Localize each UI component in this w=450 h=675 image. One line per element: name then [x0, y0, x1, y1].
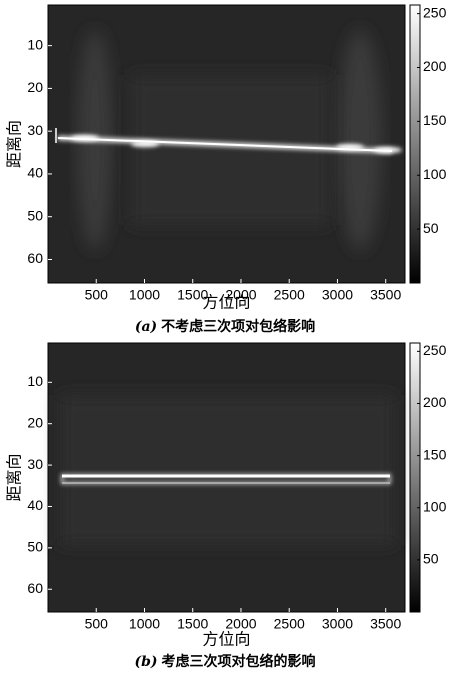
y-tick-label: 50	[27, 539, 43, 555]
bright-spot	[71, 135, 99, 141]
colorbar-tick-label: 200	[423, 58, 447, 74]
colorbar-tick-label: 150	[423, 446, 447, 462]
axes-frame	[47, 4, 406, 284]
x-tick-label: 1000	[129, 616, 160, 632]
y-tick-label: 10	[27, 373, 43, 389]
axes-frame	[47, 342, 406, 613]
y-tick-label: 30	[27, 456, 43, 472]
colorbar-tick-label: 100	[423, 498, 447, 514]
caption-label: (a)	[135, 319, 157, 335]
target-trace	[57, 137, 393, 152]
y-tick-label: 10	[27, 36, 43, 52]
x-axis-label: 方位向	[202, 293, 250, 312]
y-axis-label: 距离向	[5, 120, 24, 168]
caption: (b) 考虑三次项对包络的影响	[134, 653, 315, 670]
colorbar-tick-label: 100	[423, 166, 447, 182]
sidelobe	[60, 395, 395, 545]
y-tick-label: 20	[27, 79, 43, 95]
colorbar-tick-label: 150	[423, 112, 447, 128]
colorbar-tick-label: 250	[423, 342, 447, 358]
x-tick-label: 2500	[274, 287, 305, 303]
x-tick-label: 3500	[370, 616, 401, 632]
caption-label: (b)	[134, 654, 157, 670]
x-tick-label: 500	[85, 616, 109, 632]
bright-spot	[374, 147, 402, 153]
colorbar-tick-label: 200	[423, 394, 447, 410]
x-tick-label: 1500	[177, 287, 208, 303]
colorbar-tick-label: 250	[423, 4, 447, 20]
x-tick-label: 2000	[225, 287, 256, 303]
colorbar-tick-label: 50	[423, 551, 439, 567]
y-tick-label: 30	[27, 122, 43, 138]
bright-spot	[336, 144, 364, 150]
y-tick-label: 40	[27, 165, 43, 181]
caption: (a) 不考虑三次项对包络影响	[135, 318, 315, 335]
y-tick-label: 50	[27, 207, 43, 223]
x-tick-label: 500	[85, 287, 109, 303]
x-tick-label: 2000	[225, 616, 256, 632]
y-tick-label: 40	[27, 497, 43, 513]
sidelobe	[130, 75, 330, 225]
colorbar-tick-label: 50	[423, 220, 439, 236]
y-tick-label: 20	[27, 414, 43, 430]
x-tick-label: 1500	[177, 616, 208, 632]
y-axis-label: 距离向	[5, 453, 24, 501]
x-axis-label: 方位向	[202, 630, 250, 649]
x-tick-label: 3000	[322, 287, 353, 303]
caption-text: 不考虑三次项对包络影响	[161, 318, 315, 335]
y-tick-label: 60	[27, 250, 43, 266]
caption-text: 考虑三次项对包络的影响	[162, 653, 316, 670]
y-tick-label: 60	[27, 580, 43, 596]
sidelobe	[338, 30, 382, 250]
x-tick-label: 3500	[370, 287, 401, 303]
colorbar	[409, 4, 421, 284]
colorbar	[409, 342, 421, 613]
x-tick-label: 3000	[322, 616, 353, 632]
x-tick-label: 2500	[274, 616, 305, 632]
bright-spot	[131, 141, 159, 147]
x-tick-label: 1000	[129, 287, 160, 303]
